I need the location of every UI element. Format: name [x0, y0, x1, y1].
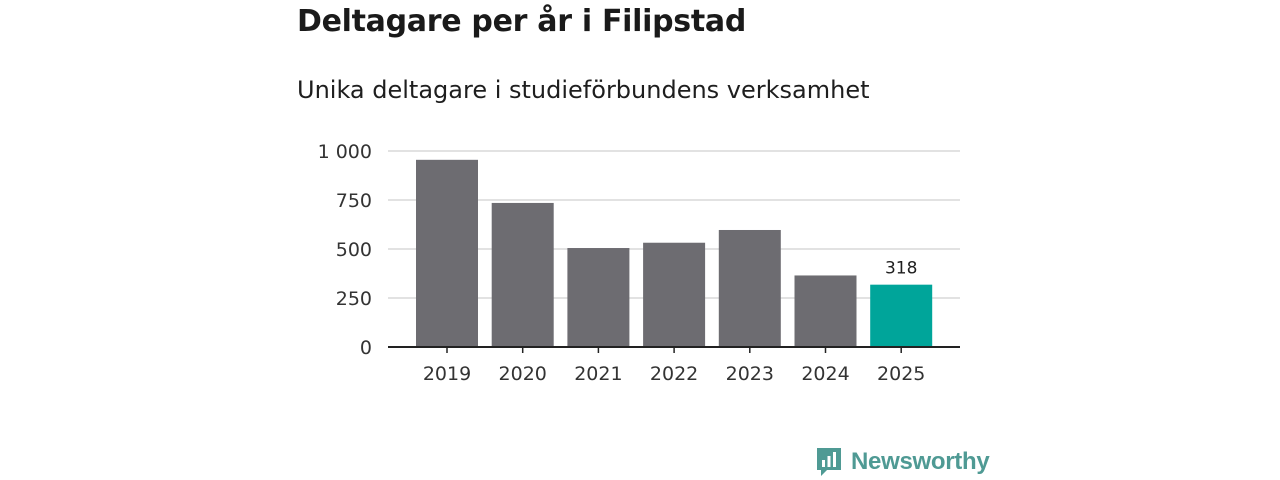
labels: 0 250 500 750 1 000 2019 2020 2021 2022 2023 2024 2…: [318, 141, 926, 385]
newsworthy-logo: Newsworthy: [815, 446, 990, 478]
axes: [388, 346, 960, 353]
chart-title: Deltagare per år i Filipstad: [297, 4, 747, 39]
bar-2022: [643, 242, 706, 347]
y-tick-label: 500: [336, 239, 372, 261]
bar-2025: [870, 284, 933, 347]
x-tick-label: 2019: [423, 363, 471, 385]
y-tick-label: 1 000: [318, 141, 372, 163]
bar-2020: [491, 202, 554, 347]
bar-2024: [794, 275, 857, 347]
x-tick-label: 2022: [650, 363, 698, 385]
brand-name: Newsworthy: [851, 448, 990, 475]
data-label-2025: 318: [885, 259, 917, 279]
bar-2023: [718, 229, 781, 347]
newsworthy-logo-icon: [817, 448, 841, 476]
y-tick-label: 250: [336, 288, 372, 310]
chart-subtitle: Unika deltagare i studieförbundens verks…: [297, 76, 870, 104]
bar-2019: [416, 159, 478, 347]
x-tick-label: 2023: [726, 363, 774, 385]
y-tick-label: 0: [360, 337, 372, 359]
bar-2021: [567, 248, 630, 347]
x-tick-label: 2021: [574, 363, 622, 385]
y-tick-label: 750: [336, 190, 372, 212]
x-tick-label: 2020: [499, 363, 547, 385]
x-tick-label: 2025: [877, 363, 925, 385]
bars: [416, 159, 933, 347]
x-tick-label: 2024: [801, 363, 849, 385]
